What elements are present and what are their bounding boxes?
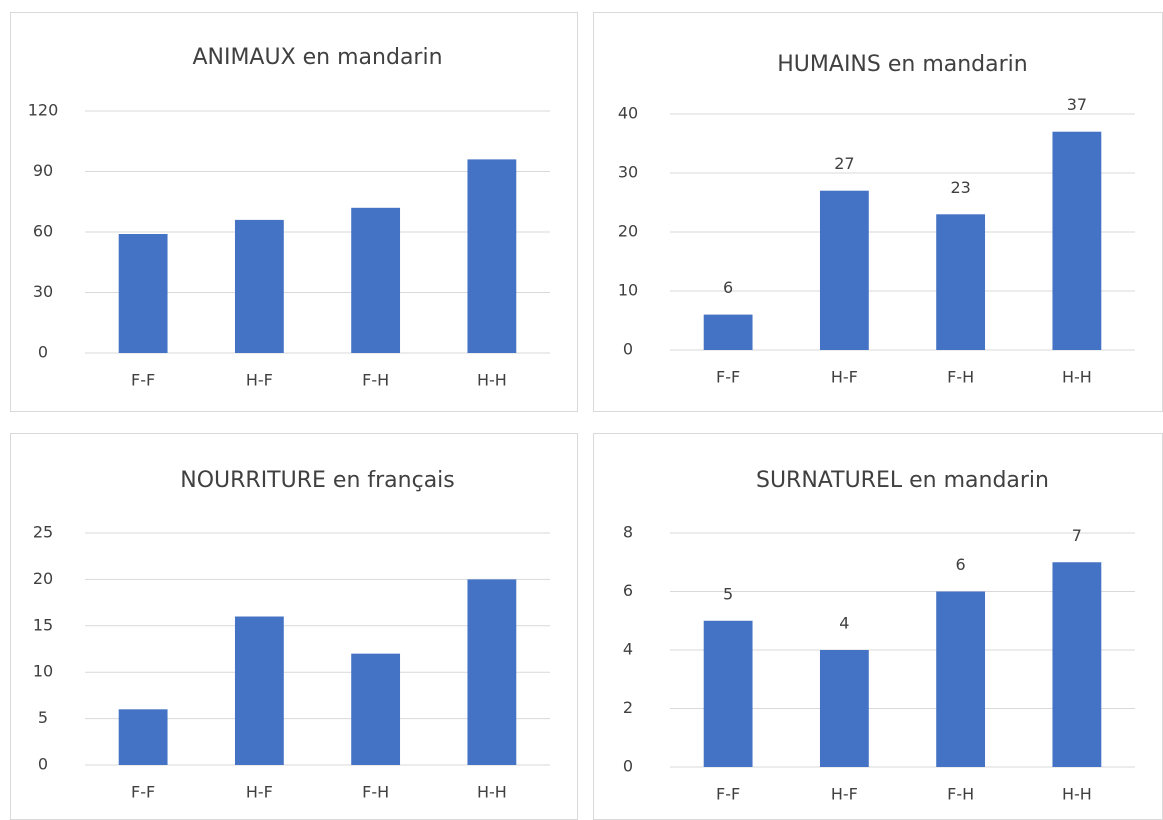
- x-tick-label: H-H: [477, 371, 507, 390]
- x-tick-label: F-H: [947, 368, 974, 387]
- y-tick-label: 2: [623, 698, 633, 717]
- y-tick-label: 20: [33, 569, 53, 588]
- y-tick-label: 60: [33, 222, 53, 241]
- bar: [1052, 562, 1102, 767]
- y-tick-label: 20: [618, 222, 638, 241]
- y-tick-label: 5: [38, 708, 48, 727]
- bar: [936, 591, 986, 767]
- panel-border: [10, 12, 578, 412]
- bar: [936, 214, 986, 350]
- x-tick-label: H-F: [246, 371, 273, 390]
- chart: HUMAINS en mandarin 0 10 20 30 40 F-F 6 H-F 27 F-H…: [593, 12, 1163, 412]
- data-label: 4: [839, 614, 849, 633]
- x-tick-label: F-H: [947, 785, 974, 804]
- bar: [351, 207, 401, 353]
- bar: [118, 234, 168, 353]
- bar: [819, 190, 869, 350]
- y-tick-label: 10: [618, 281, 638, 300]
- bar: [703, 314, 753, 350]
- bar: [234, 616, 284, 765]
- bar: [118, 709, 168, 765]
- x-tick-label: F-F: [716, 785, 740, 804]
- bar: [467, 579, 517, 765]
- y-tick-label: 90: [33, 161, 53, 180]
- y-tick-label: 40: [618, 104, 638, 123]
- chart-title: ANIMAUX en mandarin: [192, 45, 442, 70]
- y-tick-label: 120: [28, 101, 59, 120]
- y-tick-label: 30: [618, 163, 638, 182]
- x-tick-label: H-H: [1062, 368, 1092, 387]
- x-tick-label: H-H: [477, 783, 507, 802]
- chart-title: NOURRITURE en français: [180, 468, 455, 493]
- bar: [1052, 131, 1102, 350]
- data-label: 23: [950, 178, 970, 197]
- x-tick-label: H-F: [831, 368, 858, 387]
- x-tick-label: H-F: [831, 785, 858, 804]
- data-label: 37: [1067, 95, 1087, 114]
- y-tick-label: 8: [623, 523, 633, 542]
- chart-title: SURNATUREL en mandarin: [756, 468, 1049, 493]
- x-tick-label: F-F: [716, 368, 740, 387]
- y-tick-label: 30: [33, 282, 53, 301]
- y-tick-label: 0: [623, 340, 633, 359]
- y-tick-label: 25: [33, 523, 53, 542]
- x-tick-label: F-F: [131, 371, 155, 390]
- y-tick-label: 6: [623, 581, 633, 600]
- x-tick-label: F-H: [362, 371, 389, 390]
- bar: [819, 650, 869, 767]
- x-tick-label: F-H: [362, 783, 389, 802]
- chart: NOURRITURE en français 0 5 10 15 20 25 F-F H-F F-…: [10, 433, 578, 820]
- x-tick-label: H-H: [1062, 785, 1092, 804]
- y-tick-label: 10: [33, 662, 53, 681]
- data-label: 5: [723, 584, 733, 603]
- bar: [351, 653, 401, 765]
- y-tick-label: 0: [623, 757, 633, 776]
- bar: [467, 159, 517, 353]
- bar: [234, 219, 284, 353]
- y-tick-label: 0: [38, 755, 48, 774]
- y-tick-label: 4: [623, 640, 633, 659]
- data-label: 6: [956, 555, 966, 574]
- chart: ANIMAUX en mandarin 0 30 60 90 120 F-F H-F F-H H-…: [10, 12, 578, 412]
- data-label: 27: [834, 154, 854, 173]
- chart-title: HUMAINS en mandarin: [777, 52, 1027, 77]
- y-tick-label: 0: [38, 343, 48, 362]
- data-label: 6: [723, 278, 733, 297]
- x-tick-label: F-F: [131, 783, 155, 802]
- chart: SURNATUREL en mandarin 0 2 4 6 8 F-F 5 H-F 4 F-H 6 H…: [593, 433, 1163, 820]
- bar: [703, 620, 753, 767]
- data-label: 7: [1072, 526, 1082, 545]
- y-tick-label: 15: [33, 615, 53, 634]
- x-tick-label: H-F: [246, 783, 273, 802]
